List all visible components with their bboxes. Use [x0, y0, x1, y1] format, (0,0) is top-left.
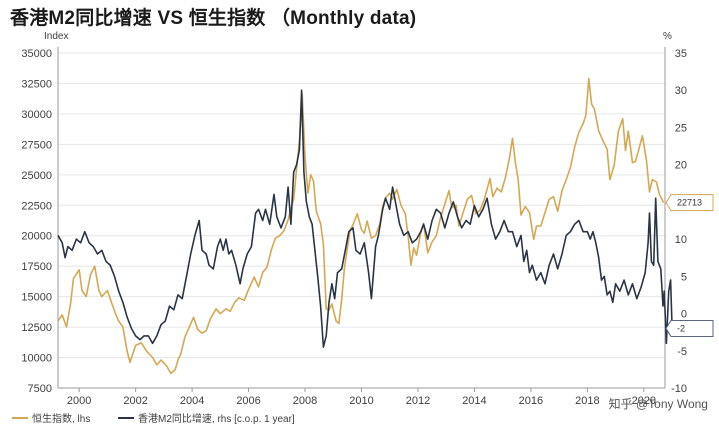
legend: 恒生指数, lhs 香港M2同比增速, rhs [c.o.p. 1 year]	[12, 412, 295, 425]
x-tick-label: 2020	[632, 395, 656, 407]
left-tick-label: 7500	[28, 383, 52, 395]
x-tick-label: 2016	[519, 395, 543, 407]
left-tick-label: 20000	[21, 231, 52, 243]
x-tick-label: 2006	[236, 395, 260, 407]
legend-label-m2: 香港M2同比增速, rhs [c.o.p. 1 year]	[138, 412, 295, 425]
left-tick-label: 12500	[21, 322, 52, 334]
right-tick-label: 25	[675, 122, 687, 134]
right-tick-label: 20	[675, 160, 687, 172]
left-tick-label: 27500	[21, 139, 52, 151]
lhs-last-value-label: 22713	[677, 198, 702, 208]
x-tick-label: 2018	[575, 395, 599, 407]
right-tick-label: -5	[677, 346, 687, 358]
right-tick-label: -10	[671, 383, 687, 395]
lhs-last-value-callout	[665, 194, 714, 212]
watermark: 知乎 @Tony Wong	[609, 397, 708, 411]
left-tick-label: 32500	[21, 78, 52, 90]
left-tick-label: 22500	[21, 200, 52, 212]
right-tick-label: 30	[675, 85, 687, 97]
left-tick-label: 17500	[21, 261, 52, 273]
last-value-callouts: 22713 -2	[665, 194, 714, 337]
series-layer	[57, 77, 673, 375]
left-tick-label: 35000	[21, 48, 52, 60]
x-tick-label: 2010	[349, 395, 373, 407]
x-tick-label: 2014	[462, 395, 486, 407]
left-tick-label: 15000	[21, 292, 52, 304]
right-tick-label: 35	[675, 48, 687, 60]
x-tick-label: 2000	[67, 395, 91, 407]
chart-title: 香港M2同比增速 VS 恒生指数 （Monthly data)	[10, 8, 417, 29]
rhs-last-value-callout	[665, 319, 714, 337]
right-tick-label: 10	[675, 234, 687, 246]
x-tick-label: 2004	[180, 395, 204, 407]
hsi-series-line	[57, 77, 665, 375]
watermark-text: 知乎 @Tony Wong	[609, 397, 708, 411]
x-tick-label: 2002	[123, 395, 147, 407]
x-tick-label: 2012	[406, 395, 430, 407]
right-axis-unit: %	[663, 31, 672, 42]
right-tick-label: 5	[681, 271, 687, 283]
rhs-last-value-label: -2	[677, 323, 685, 333]
left-axis-unit: Index	[44, 31, 68, 42]
left-tick-label: 30000	[21, 109, 52, 121]
axes: Index % 75001000012500150001750020000225…	[21, 31, 687, 407]
m2-series-line	[57, 89, 673, 348]
left-tick-label: 25000	[21, 170, 52, 182]
right-tick-label: 0	[681, 309, 687, 321]
left-tick-label: 10000	[21, 353, 52, 365]
x-tick-label: 2008	[293, 395, 317, 407]
legend-label-hsi: 恒生指数, lhs	[32, 412, 90, 425]
